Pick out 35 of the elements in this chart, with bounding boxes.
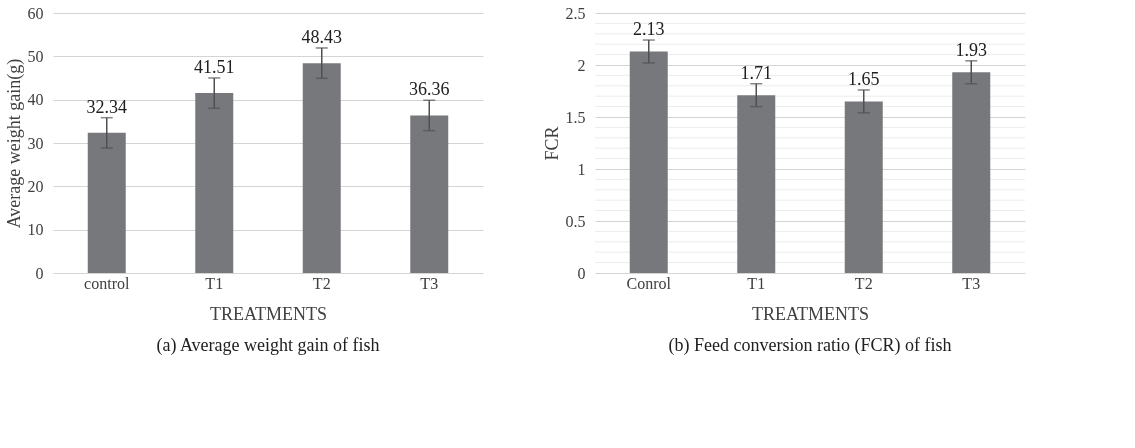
text: (a) Average weight gain of fish xyxy=(156,335,380,356)
x-tick-label: T1 xyxy=(747,274,766,292)
y-tick-label: 20 xyxy=(27,177,44,195)
x-tick-label: T3 xyxy=(962,274,981,292)
data-label: 1.71 xyxy=(740,62,772,83)
y-tick-label: 50 xyxy=(27,47,44,65)
y-tick-label: 1.5 xyxy=(565,108,586,126)
x-tick-label: Conrol xyxy=(626,274,672,292)
data-label: 1.93 xyxy=(955,39,987,60)
y-tick-label: 1 xyxy=(577,160,586,178)
y-tick-label: 30 xyxy=(27,134,44,152)
x-tick-label: T2 xyxy=(854,274,873,292)
x-tick-label: T2 xyxy=(312,274,331,292)
data-label: 48.43 xyxy=(301,26,342,47)
data-label: 41.51 xyxy=(194,56,235,77)
x-tick-label: control xyxy=(84,274,130,292)
x-axis-title: TREATMENTS xyxy=(210,303,327,324)
y-tick-label: 40 xyxy=(27,91,44,109)
y-tick-label: 2 xyxy=(577,56,586,74)
y-tick-label: 60 xyxy=(27,4,44,22)
x-axis-title: TREATMENTS xyxy=(752,303,869,324)
data-label: 2.13 xyxy=(633,19,665,40)
data-label: 1.65 xyxy=(848,68,880,89)
text: (b) Feed conversion ratio (FCR) of fish xyxy=(668,335,952,356)
x-tick-label: T3 xyxy=(420,274,439,292)
y-tick-label: 0 xyxy=(577,264,586,282)
y-tick-label: 10 xyxy=(27,221,44,239)
y-tick-label: 0.5 xyxy=(565,212,586,230)
x-tick-label: T1 xyxy=(205,274,224,292)
data-label: 32.34 xyxy=(86,96,127,117)
data-label: 36.36 xyxy=(409,79,450,100)
y-tick-label: 0 xyxy=(35,264,44,282)
y-axis-title: FCR xyxy=(541,126,562,161)
y-tick-label: 2.5 xyxy=(565,4,586,22)
y-axis-title: Average weight gain(g) xyxy=(3,58,25,229)
